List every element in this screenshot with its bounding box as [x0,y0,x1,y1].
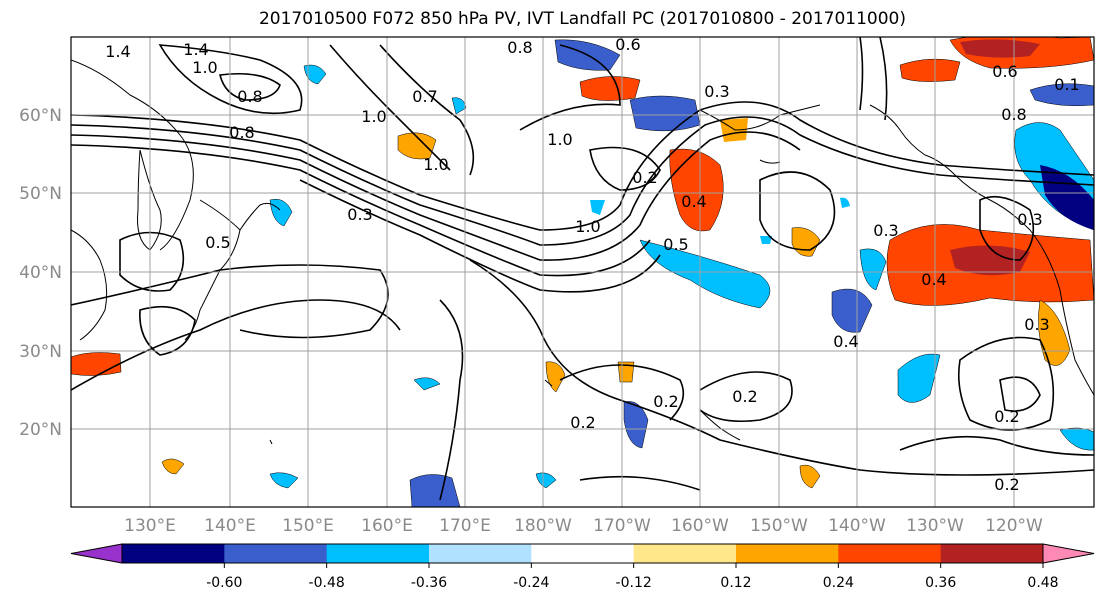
contour-labels: 1.4 1.41.00.80.80.8 0.60.31.01.00.71.00.30… [105,35,1079,494]
lon-label: 180°W [514,516,572,536]
lat-label: 50°N [19,184,62,204]
contour-label: 0.3 [873,221,898,240]
colorbar-tick-label: 0.12 [720,575,751,591]
map-frame [70,36,1095,508]
lon-label: 170°E [439,516,491,536]
colorbar-tick-label: -0.24 [513,575,549,591]
contour-label: 0.2 [653,392,678,411]
colorbar-segment [122,544,225,563]
contour-label: 0.2 [570,413,595,432]
contour-label: 0.8 [237,87,262,106]
colorbar-tick-label: -0.60 [206,575,242,591]
graticule [71,37,1094,507]
colorbar-tick-label: 0.24 [823,575,854,591]
contour-label: 0.7 [412,87,437,106]
colorbar-segment [429,544,532,563]
lon-label: 160°W [671,516,729,536]
shaded-field [71,37,1094,507]
contour-label: 1.4 [105,42,130,61]
contour-label: 0.3 [347,205,372,224]
lat-label: 40°N [19,263,62,283]
colorbar-segment [531,544,635,563]
contour-label: 0.4 [681,192,706,211]
contour-label: 0.3 [1024,315,1049,334]
contour-label: 1.4 [183,40,208,59]
contour-lines [71,37,1094,501]
contour-label: 0.5 [205,233,230,252]
contour-label: 1.0 [547,130,572,149]
lon-label: 130°E [124,516,176,536]
colorbar-frame [121,543,1044,564]
colorbar-extension-high [1042,543,1095,564]
contour-label: 0.8 [1001,105,1026,124]
contour-label: 0.2 [994,407,1019,426]
lat-label: 30°N [19,342,62,362]
colorbar-segment [838,544,942,563]
contour-label: 0.3 [1017,210,1042,229]
map-title: 2017010500 F072 850 hPa PV, IVT Landfall… [258,9,906,29]
lat-label: 20°N [19,420,62,440]
colorbar-tick-label: -0.48 [309,575,345,591]
colorbar-segment [736,544,839,563]
contour-label: 0.5 [663,235,688,254]
contour-label: 1.0 [575,217,600,236]
contour-label: 1.0 [192,58,217,77]
contour-label: 0.4 [921,270,946,289]
colorbar-tick-label: 0.48 [1027,575,1058,591]
lon-label: 140°E [204,516,256,536]
contour-label: 0.2 [994,475,1019,494]
lon-label: 150°W [750,516,808,536]
longitude-labels: 130°E 140°E 150°E 160°E 170°E 180°W 170°W 160°W… [124,516,1043,536]
lon-label: 160°E [361,516,413,536]
lon-label: 170°W [593,516,651,536]
contour-label: 0.1 [1054,75,1079,94]
contour-label: 1.0 [423,155,448,174]
colorbar-tick-label: -0.36 [411,575,447,591]
lon-label: 120°W [985,516,1043,536]
lat-label: 60°N [19,106,62,126]
contour-label: 0.6 [992,62,1017,81]
colorbar-segment [326,544,430,563]
colorbar-tick-label: -0.12 [616,575,652,591]
colorbar-tick-label: 0.36 [925,575,956,591]
contour-label: 0.6 [615,35,640,54]
map-plot-area: 1.4 1.41.00.80.80.8 0.60.31.01.00.71.00.30… [71,35,1094,507]
contour-label: 0.4 [833,332,858,351]
lon-label: 150°E [282,516,334,536]
contour-label: 1.0 [361,107,386,126]
lon-label: 140°W [828,516,886,536]
contour-label: 0.2 [732,387,757,406]
colorbar-segment [224,544,328,563]
colorbar-segment [633,544,737,563]
contour-label: 0.2 [632,168,657,187]
contour-label: 0.8 [229,123,254,142]
colorbar-segment [940,544,1044,563]
colorbar: -0.60 -0.48 -0.36 -0.24 -0.12 0.12 0.24 0.36 0.4… [70,543,1095,591]
contour-label: 0.8 [507,38,532,57]
lon-label: 130°W [906,516,964,536]
contour-label: 0.3 [704,82,729,101]
latitude-labels: 60°N 50°N 40°N 30°N 20°N [19,106,62,440]
colorbar-extension-low [70,543,123,564]
